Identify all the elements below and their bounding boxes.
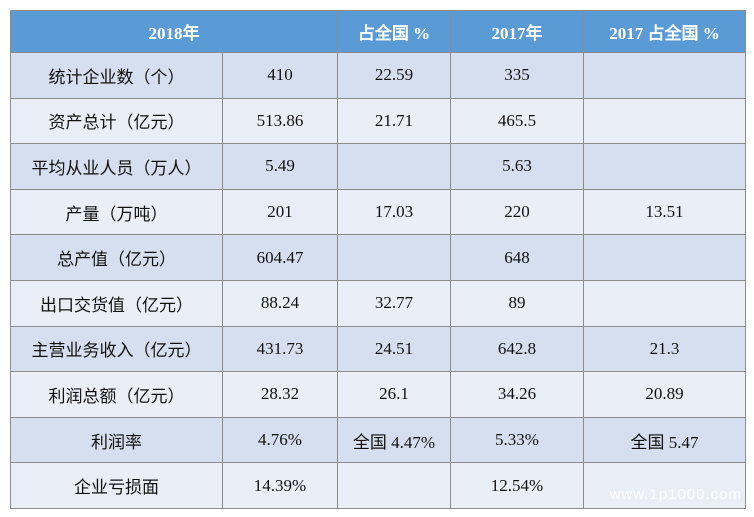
table-cell: 88.24 xyxy=(222,279,338,327)
watermark: www.1p1000.com xyxy=(609,486,742,503)
header-cell: 2018年 xyxy=(10,10,338,53)
table-cell: 513.86 xyxy=(222,97,338,145)
table-cell: 89 xyxy=(450,279,584,327)
data-table: 2018年 占全国 % 2017年 2017 占全国 % 统计企业数（个） 410… xyxy=(10,10,746,509)
table-cell: 32.77 xyxy=(337,279,451,327)
table-row: 资产总计（亿元） 513.86 21.71 465.5 xyxy=(10,97,746,145)
table-cell: 34.26 xyxy=(450,371,584,418)
table-cell xyxy=(583,279,746,327)
table-cell: 648 xyxy=(450,234,584,281)
table-row: 利润率 4.76% 全国 4.47% 5.33% 全国 5.47 xyxy=(10,416,746,464)
table-cell: 26.1 xyxy=(337,371,451,418)
table-cell xyxy=(583,97,746,145)
table-cell: 28.32 xyxy=(222,371,338,418)
header-cell: 占全国 % xyxy=(337,10,451,53)
table-cell: 全国 4.47% xyxy=(337,416,451,464)
table-cell: 21.71 xyxy=(337,97,451,145)
table-cell: 14.39% xyxy=(222,462,338,509)
row-label: 平均从业人员（万人） xyxy=(10,143,223,190)
row-label: 企业亏损面 xyxy=(10,462,223,509)
table-row: 利润总额（亿元） 28.32 26.1 34.26 20.89 xyxy=(10,371,746,418)
header-cell: 2017年 xyxy=(450,10,584,53)
table-cell: 5.49 xyxy=(222,143,338,190)
table-cell: 24.51 xyxy=(337,325,451,373)
table-cell xyxy=(583,52,746,99)
table-cell: 12.54% xyxy=(450,462,584,509)
row-label: 主营业务收入（亿元） xyxy=(10,325,223,373)
table-cell xyxy=(583,234,746,281)
table-cell: 201 xyxy=(222,188,338,236)
table-row: 主营业务收入（亿元） 431.73 24.51 642.8 21.3 xyxy=(10,325,746,373)
table-cell: 642.8 xyxy=(450,325,584,373)
table-cell: 13.51 xyxy=(583,188,746,236)
table-cell xyxy=(337,234,451,281)
table-cell: 465.5 xyxy=(450,97,584,145)
row-label: 资产总计（亿元） xyxy=(10,97,223,145)
row-label: 产量（万吨） xyxy=(10,188,223,236)
table-cell: 全国 5.47 xyxy=(583,416,746,464)
table-cell: 604.47 xyxy=(222,234,338,281)
header-cell: 2017 占全国 % xyxy=(583,10,746,53)
table-cell: 410 xyxy=(222,52,338,99)
table-cell: 21.3 xyxy=(583,325,746,373)
table-row: 出口交货值（亿元） 88.24 32.77 89 xyxy=(10,279,746,327)
table-cell: 335 xyxy=(450,52,584,99)
table-cell: 22.59 xyxy=(337,52,451,99)
table-body: 统计企业数（个） 410 22.59 335 资产总计（亿元） 513.86 21.71 46… xyxy=(10,52,746,509)
table-row: 平均从业人员（万人） 5.49 5.63 xyxy=(10,143,746,190)
table-cell: 431.73 xyxy=(222,325,338,373)
table-cell: 20.89 xyxy=(583,371,746,418)
table-row: 统计企业数（个） 410 22.59 335 xyxy=(10,52,746,99)
table-cell: 220 xyxy=(450,188,584,236)
table-row: 企业亏损面 14.39% 12.54% xyxy=(10,462,746,509)
table-cell: 4.76% xyxy=(222,416,338,464)
row-label: 利润总额（亿元） xyxy=(10,371,223,418)
table-row: 产量（万吨） 201 17.03 220 13.51 xyxy=(10,188,746,236)
table-row: 总产值（亿元） 604.47 648 xyxy=(10,234,746,281)
row-label: 出口交货值（亿元） xyxy=(10,279,223,327)
table-cell xyxy=(583,143,746,190)
row-label: 总产值（亿元） xyxy=(10,234,223,281)
table-cell: 5.33% xyxy=(450,416,584,464)
row-label: 利润率 xyxy=(10,416,223,464)
table-cell: 17.03 xyxy=(337,188,451,236)
header-row: 2018年 占全国 % 2017年 2017 占全国 % xyxy=(10,10,746,53)
table-cell: 5.63 xyxy=(450,143,584,190)
table-cell xyxy=(337,143,451,190)
row-label: 统计企业数（个） xyxy=(10,52,223,99)
table-cell xyxy=(583,462,746,509)
table-cell xyxy=(337,462,451,509)
